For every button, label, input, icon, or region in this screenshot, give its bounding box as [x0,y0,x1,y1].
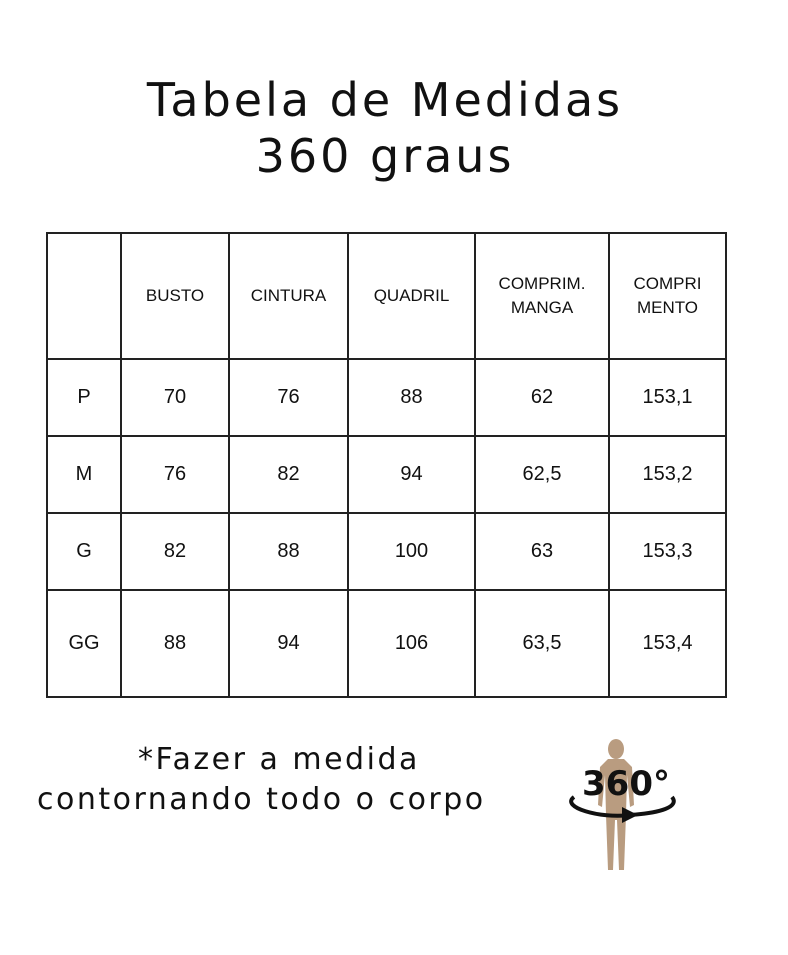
note-line-2: contornando todo o corpo [37,782,486,817]
table-cell: 82 [228,435,349,514]
column-header: COMPRI MENTO [608,232,727,360]
table-cell: 88 [120,589,230,698]
table-cell: 88 [347,358,476,437]
table-cell: 63 [474,512,610,591]
table-row: P 70 76 88 62 153,1 [46,358,727,437]
note-line-1: *Fazer a medida [138,742,420,777]
column-header: CINTURA [228,232,349,360]
table-row: M 76 82 94 62,5 153,2 [46,435,727,514]
table-cell: 94 [347,435,476,514]
table-row: GG 88 94 106 63,5 153,4 [46,589,727,698]
table-cell: 106 [347,589,476,698]
title-line-1: Tabela de Medidas [146,73,624,127]
size-label: P [46,358,122,437]
human-figure-icon [598,739,634,870]
table-cell: 63,5 [474,589,610,698]
table-cell: 62 [474,358,610,437]
table-cell: 94 [228,589,349,698]
size-label: M [46,435,122,514]
table-cell: 62,5 [474,435,610,514]
column-header [46,232,122,360]
size-label: G [46,512,122,591]
column-header: BUSTO [120,232,230,360]
column-header: COMPRIM. MANGA [474,232,610,360]
table-cell: 76 [120,435,230,514]
table-cell: 82 [120,512,230,591]
table-cell: 153,2 [608,435,727,514]
table-row: G 82 88 100 63 153,3 [46,512,727,591]
table-cell: 153,1 [608,358,727,437]
icon-360-label: 360° [582,764,670,804]
column-header: QUADRIL [347,232,476,360]
table-cell: 153,4 [608,589,727,698]
body-360-icon: 360° [569,739,676,870]
table-cell: 88 [228,512,349,591]
table-cell: 70 [120,358,230,437]
measurements-table: BUSTO CINTURA QUADRIL COMPRIM. MANGA COMPRI … [46,232,727,698]
table-cell: 100 [347,512,476,591]
title-line-2: 360 graus [255,129,515,183]
table-cell: 153,3 [608,512,727,591]
header-row: BUSTO CINTURA QUADRIL COMPRIM. MANGA COMPRI … [46,232,727,360]
table-cell: 76 [228,358,349,437]
size-label: GG [46,589,122,698]
